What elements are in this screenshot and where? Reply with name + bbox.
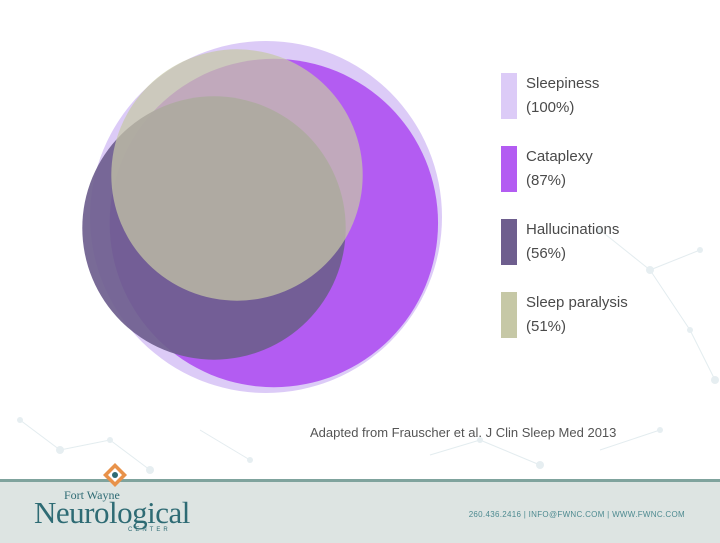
legend-item-hallucinations: Hallucinations (56%) (526, 218, 706, 266)
legend-label: Cataplexy (526, 148, 593, 165)
legend-value: (56%) (526, 245, 567, 262)
legend-item-cataplexy: Cataplexy (87%) (526, 145, 706, 193)
citation: Adapted from Frauscher et al. J Clin Sle… (310, 425, 617, 440)
legend-value: (87%) (526, 172, 567, 189)
legend-swatch-hallucinations (501, 219, 517, 265)
contact-info: 260.436.2416 | INFO@FWNC.COM | WWW.FWNC.… (468, 510, 685, 519)
legend-swatch-cataplexy (501, 146, 517, 192)
logo-center: CENTER (128, 527, 171, 533)
legend-item-sleep-paralysis: Sleep paralysis (51%) (526, 291, 706, 339)
legend-label: Hallucinations (526, 221, 620, 238)
footer: Fort Wayne Neurological CENTER 260.436.2… (0, 463, 720, 543)
legend-swatch-sleepiness (501, 73, 517, 119)
logo-fort-wayne: Fort Wayne (64, 488, 120, 502)
legend-label: Sleepiness (526, 75, 600, 92)
logo-diamond-icon (103, 463, 127, 487)
legend-swatch-sleep-paralysis (501, 292, 517, 338)
legend-label: Sleep paralysis (526, 294, 628, 311)
circle-sleep-paralysis (111, 49, 363, 301)
legend-value: (100%) (526, 99, 575, 116)
logo-neurological: Neurological (34, 495, 190, 530)
legend-item-sleepiness: Sleepiness (100%) (526, 72, 706, 120)
legend-value: (51%) (526, 318, 567, 335)
